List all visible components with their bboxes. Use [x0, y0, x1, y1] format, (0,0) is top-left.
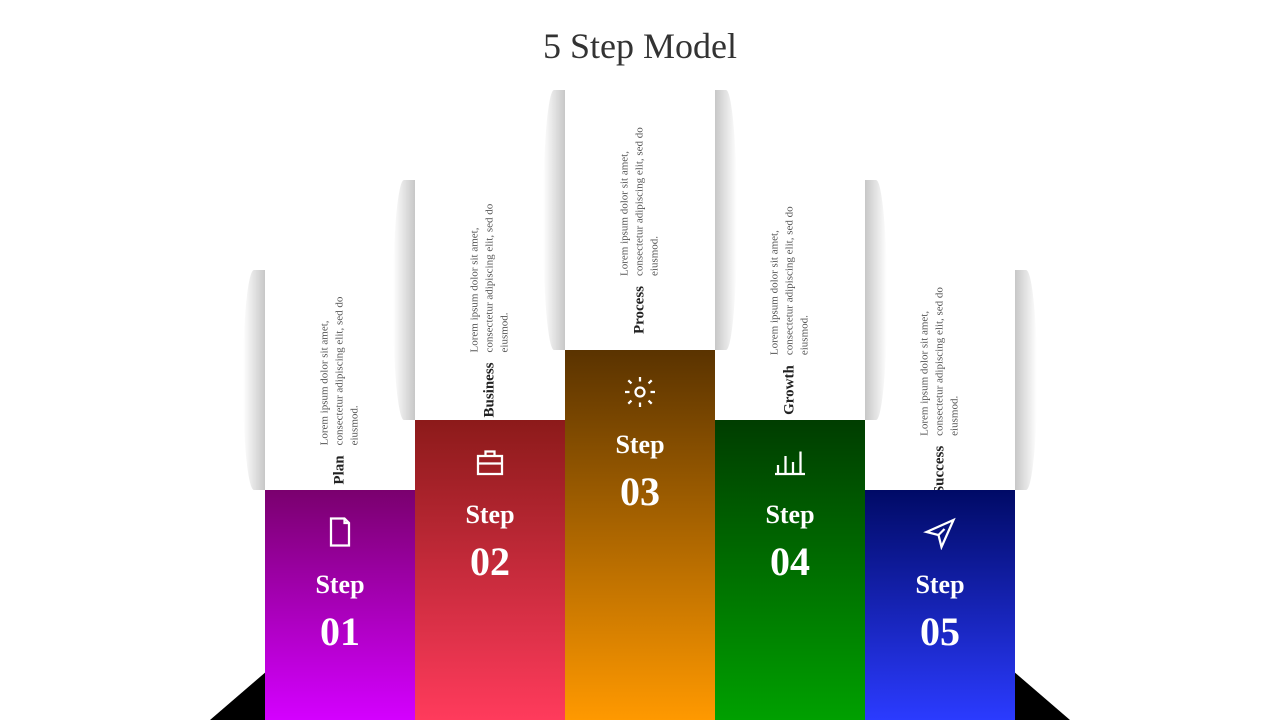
card-shadow: [715, 90, 737, 350]
plane-icon: [865, 512, 1015, 552]
chart-icon: [715, 442, 865, 482]
step-description: Lorem ipsum dolor sit amet, consectetur …: [618, 106, 663, 276]
briefcase-icon: [415, 442, 565, 482]
step-name: Process: [632, 286, 649, 334]
step-number: 03: [565, 468, 715, 515]
step-bar-03: Step 03: [565, 350, 715, 720]
step-bar-04: Step 04: [715, 420, 865, 720]
step-label: Step: [715, 500, 865, 530]
card-shadow: [1015, 270, 1037, 490]
card-shadow: [543, 90, 565, 350]
card-shadow: [393, 180, 415, 420]
step-number: 05: [865, 608, 1015, 655]
step-label: Step: [565, 430, 715, 460]
card-shadow: [865, 180, 887, 420]
step-bar-05: Step 05: [865, 490, 1015, 720]
document-icon: [265, 512, 415, 552]
step-description: Lorem ipsum dolor sit amet, consectetur …: [768, 185, 813, 355]
step-number: 02: [415, 538, 565, 585]
infographic-stage: Plan Lorem ipsum dolor sit amet, consecte…: [0, 100, 1280, 720]
step-description: Lorem ipsum dolor sit amet, consectetur …: [318, 275, 363, 445]
step-bar-01: Step 01: [265, 490, 415, 720]
step-card-05: SuccessLorem ipsum dolor sit amet, conse…: [865, 270, 1015, 490]
step-label: Step: [265, 570, 415, 600]
step-name: Business: [482, 362, 499, 417]
step-name: Plan: [332, 455, 349, 484]
step-card-04: Growth Lorem ipsum dolor sit amet, consec…: [715, 180, 865, 420]
step-name: Success: [932, 446, 949, 494]
step-number: 04: [715, 538, 865, 585]
step-description: Lorem ipsum dolor sit amet, consectetur …: [468, 182, 513, 352]
step-name: Growth: [782, 365, 799, 415]
step-number: 01: [265, 608, 415, 655]
gear-icon: [565, 372, 715, 412]
step-description: Lorem ipsum dolor sit amet, consectetur …: [918, 266, 963, 436]
card-shadow: [243, 270, 265, 490]
step-label: Step: [865, 570, 1015, 600]
page-title: 5 Step Model: [0, 0, 1280, 67]
step-card-03: Process Lorem ipsum dolor sit amet, conse…: [565, 90, 715, 350]
step-label: Step: [415, 500, 565, 530]
step-bar-02: Step 02: [415, 420, 565, 720]
